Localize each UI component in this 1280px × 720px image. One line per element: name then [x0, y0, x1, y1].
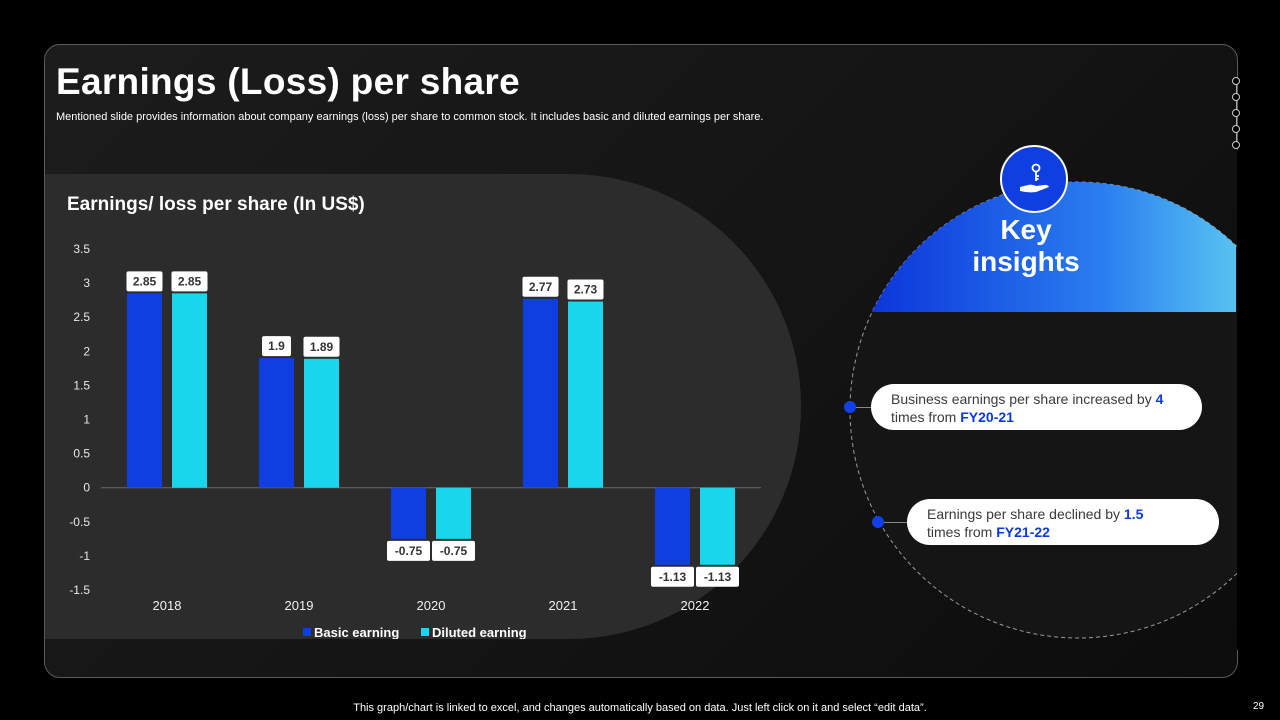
bar-diluted-earning[interactable]	[436, 487, 471, 539]
insight-card-2: Earnings per share declined by 1.5 times…	[907, 499, 1219, 545]
data-label-box	[262, 336, 291, 357]
nav-dot[interactable]	[1232, 125, 1240, 133]
bar-diluted-earning[interactable]	[304, 358, 339, 488]
data-label: 1.9	[268, 339, 285, 353]
data-label: -0.75	[440, 544, 468, 558]
data-label: -1.13	[704, 570, 732, 584]
x-tick-label: 2018	[153, 598, 182, 613]
insight-card-1: Business earnings per share increased by…	[871, 384, 1202, 430]
page-title: Earnings (Loss) per share	[56, 61, 520, 102]
data-label-box	[432, 540, 475, 561]
nav-dot[interactable]	[1232, 109, 1240, 117]
insight-marker	[844, 401, 856, 413]
bar-basic-earning[interactable]	[127, 293, 162, 488]
key-insights-title: Key insights	[972, 214, 1080, 277]
y-tick-label: 1	[83, 413, 90, 427]
data-label: 2.85	[178, 274, 202, 288]
y-tick-label: -1	[79, 549, 90, 563]
data-label-box	[171, 271, 208, 292]
data-label: -1.13	[659, 570, 687, 584]
insight-marker	[872, 516, 884, 528]
y-tick-label: 3	[83, 276, 90, 290]
y-tick-label: 0.5	[73, 447, 90, 461]
nav-dot[interactable]	[1232, 93, 1240, 101]
legend-swatch	[421, 628, 429, 636]
insight-2-value: 1.5	[1123, 506, 1144, 522]
x-tick-label: 2020	[417, 598, 446, 613]
x-tick-label: 2019	[285, 598, 314, 613]
y-tick-label: -1.5	[69, 583, 90, 597]
y-tick-label: 3.5	[73, 242, 90, 256]
data-label-box	[303, 336, 340, 357]
y-tick-label: -0.5	[69, 515, 90, 529]
right-mask	[1237, 150, 1280, 650]
bar-diluted-earning[interactable]	[568, 301, 603, 488]
x-tick-label: 2021	[549, 598, 578, 613]
legend-label: Basic earning	[314, 625, 399, 639]
bar-basic-earning[interactable]	[259, 358, 294, 488]
insight-1-period: FY20-21	[960, 409, 1014, 425]
y-tick-label: 2.5	[73, 310, 90, 324]
data-label-box	[696, 566, 739, 587]
x-tick-label: 2022	[681, 598, 710, 613]
bar-chart[interactable]: 3.5 3 2.5 2 1.5 1 0.5 0 -0.5 -1 -1.5 2.85 2.85 2018 1.…	[45, 174, 801, 639]
data-label: -0.75	[395, 544, 423, 558]
insight-1-value: 4	[1155, 391, 1164, 407]
data-label-box	[522, 276, 559, 297]
connector-line	[884, 522, 908, 523]
data-label: 2.77	[529, 280, 553, 294]
insights-header-shape	[872, 182, 1236, 312]
data-label: 2.73	[574, 283, 598, 297]
insight-2-mid: times from	[927, 524, 997, 540]
data-label-box	[567, 279, 604, 300]
data-label-box	[126, 271, 163, 292]
y-tick-label: 2	[83, 344, 90, 358]
bar-basic-earning[interactable]	[523, 298, 558, 488]
hand-key-icon	[1000, 145, 1068, 213]
data-label-box	[387, 540, 430, 561]
insight-2-period: FY21-22	[996, 524, 1050, 540]
chart-panel[interactable]: Earnings/ loss per share (In US$) 3.5 3 2.…	[45, 174, 801, 639]
bar-basic-earning[interactable]	[655, 487, 690, 565]
insight-2-text: Earnings per share declined by	[927, 506, 1124, 522]
legend-label: Diluted earning	[432, 625, 527, 639]
bar-basic-earning[interactable]	[391, 487, 426, 539]
chart-title: Earnings/ loss per share (In US$)	[67, 194, 365, 215]
connector-line	[855, 407, 873, 408]
y-tick-label: 0	[83, 481, 90, 495]
bar-diluted-earning[interactable]	[172, 293, 207, 488]
insight-1-mid: times from	[891, 409, 961, 425]
data-label: 2.85	[133, 274, 157, 288]
insight-1-text: Business earnings per share increased by	[891, 391, 1156, 407]
nav-dot[interactable]	[1232, 77, 1240, 85]
bar-diluted-earning[interactable]	[700, 487, 735, 565]
page-number: 29	[1253, 701, 1265, 712]
data-label: 1.89	[310, 340, 334, 354]
legend-swatch	[303, 628, 311, 636]
footer-note: This graph/chart is linked to excel, and…	[353, 702, 927, 714]
y-tick-label: 1.5	[73, 378, 90, 392]
page-subtitle: Mentioned slide provides information abo…	[56, 111, 764, 123]
nav-dot[interactable]	[1232, 141, 1240, 149]
data-label-box	[651, 566, 694, 587]
